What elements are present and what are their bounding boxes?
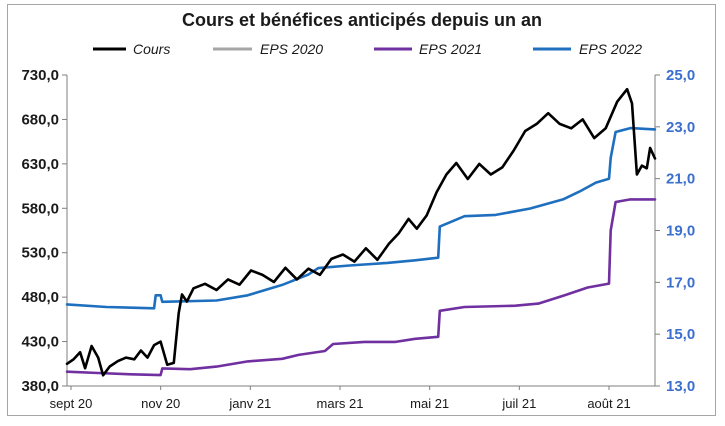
y-axis-left-ticks: 730,0 680,0 630,0 580,0 530,0 480,0 430,0 380,0: [21, 67, 67, 395]
y-left-tick-label: 680,0: [21, 111, 59, 128]
y-right-tick-label: 21,0: [666, 171, 695, 188]
y-left-tick-label: 430,0: [21, 334, 59, 351]
x-tick-label: juil 21: [501, 396, 536, 411]
y-axis-right-ticks: 25,0 23,0 21,0 19,0 17,0 15,0 13,0: [655, 67, 695, 395]
series-line-cours: [65, 87, 657, 377]
series-line-eps-2021: [65, 198, 657, 377]
x-tick-label: mai 21: [410, 396, 449, 411]
y-left-tick-label: 730,0: [21, 67, 59, 84]
x-tick-label: mars 21: [317, 396, 364, 411]
x-tick-label: janv 21: [228, 396, 271, 411]
x-tick-label: août 21: [587, 396, 630, 411]
plot-area: [66, 75, 656, 387]
y-right-tick-label: 25,0: [666, 67, 695, 84]
chart-frame: [7, 4, 716, 416]
y-right-tick-label: 19,0: [666, 223, 695, 240]
y-left-tick-label: 480,0: [21, 289, 59, 306]
y-left-tick-label: 630,0: [21, 156, 59, 173]
y-right-tick-label: 17,0: [666, 274, 695, 291]
legend-label-eps-2022: EPS 2022: [579, 41, 642, 57]
y-left-tick-label: 580,0: [21, 200, 59, 217]
y-left-tick-label: 380,0: [21, 378, 59, 395]
legend: Cours EPS 2020 EPS 2021 EPS 2022: [93, 41, 642, 57]
x-axis-ticks: sept 20 nov 20 janv 21 mars 21 mai 21 juil 21…: [50, 386, 631, 411]
legend-label-cours: Cours: [133, 41, 170, 57]
legend-label-eps-2020: EPS 2020: [260, 41, 323, 57]
y-right-tick-label: 13,0: [666, 378, 695, 395]
series-layer: [65, 87, 657, 377]
series-line-eps-2022: [65, 126, 657, 310]
legend-label-eps-2021: EPS 2021: [419, 41, 482, 57]
chart-title: Cours et bénéfices anticipés depuis un a…: [182, 10, 542, 30]
x-tick-label: nov 20: [141, 396, 180, 411]
y-right-tick-label: 23,0: [666, 119, 695, 136]
y-right-tick-label: 15,0: [666, 326, 695, 343]
x-tick-label: sept 20: [50, 396, 93, 411]
y-left-tick-label: 530,0: [21, 245, 59, 262]
